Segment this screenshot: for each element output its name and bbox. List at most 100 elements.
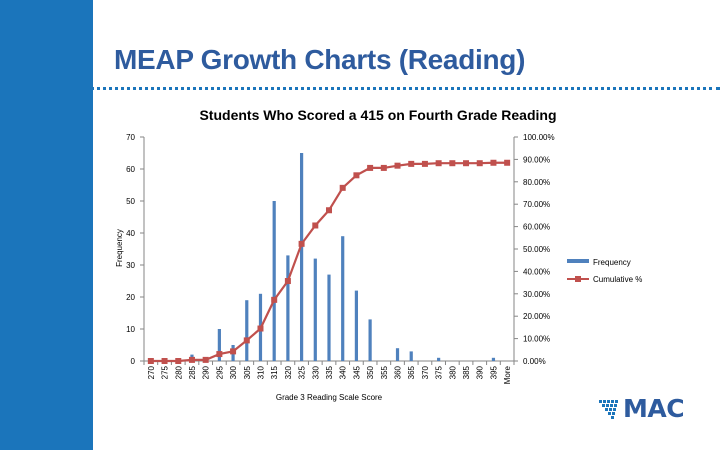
- x-tick-label: 275: [161, 365, 170, 379]
- cumulative-marker: [175, 358, 182, 364]
- frequency-bar: [217, 329, 221, 361]
- frequency-bar: [286, 255, 290, 361]
- x-tick-label: 330: [311, 365, 320, 379]
- y2-tick-label: 0.00%: [523, 357, 546, 366]
- y2-tick-label: 50.00%: [523, 245, 550, 254]
- x-tick-label: 335: [325, 365, 334, 379]
- x-tick-label: 290: [202, 365, 211, 379]
- cumulative-marker: [312, 222, 319, 229]
- legend-frequency-swatch: [567, 259, 589, 263]
- frequency-bar: [395, 348, 400, 361]
- cumulative-marker: [353, 172, 360, 179]
- legend-frequency-label: Frequency: [593, 258, 631, 267]
- y-tick-label: 0: [131, 357, 136, 366]
- cumulative-marker: [257, 325, 264, 332]
- chart-title: Students Who Scored a 415 on Fourth Grad…: [199, 107, 556, 123]
- x-tick-label: 325: [298, 365, 307, 379]
- x-tick-label: 360: [394, 365, 403, 379]
- x-tick-label: 315: [270, 365, 279, 379]
- frequency-bar: [272, 201, 276, 361]
- y2-tick-label: 20.00%: [523, 312, 550, 321]
- cumulative-marker: [243, 337, 250, 344]
- x-tick-label: 310: [256, 365, 265, 379]
- y-tick-label: 70: [126, 133, 135, 142]
- y2-tick-label: 70.00%: [523, 200, 550, 209]
- x-tick-label: 395: [489, 365, 498, 379]
- frequency-bar: [354, 290, 359, 361]
- x-tick-label: 300: [229, 365, 238, 379]
- y-axis-title: Frequency: [115, 229, 124, 267]
- cumulative-marker: [408, 160, 415, 167]
- frequency-bar: [341, 236, 345, 361]
- cumulative-marker: [380, 164, 387, 171]
- y2-tick-label: 40.00%: [523, 267, 550, 276]
- x-tick-label: 270: [147, 365, 156, 379]
- x-tick-label: 370: [421, 365, 430, 379]
- left-accent-band: [0, 0, 93, 450]
- slide-title: MEAP Growth Charts (Reading): [114, 44, 526, 75]
- cumulative-marker: [394, 162, 401, 169]
- frequency-bar: [327, 274, 331, 361]
- cumulative-marker: [367, 164, 374, 171]
- cumulative-marker: [490, 159, 497, 166]
- y-tick-label: 10: [126, 325, 135, 334]
- legend-cumulative-marker: [575, 276, 581, 282]
- cumulative-marker: [463, 160, 470, 167]
- x-tick-label: 355: [380, 365, 389, 379]
- cumulative-marker: [421, 160, 428, 167]
- frequency-bar: [437, 357, 441, 361]
- cumulative-marker: [435, 160, 442, 167]
- cumulative-marker: [339, 184, 346, 191]
- frequency-bar: [299, 153, 304, 361]
- y-tick-label: 50: [126, 197, 135, 206]
- y2-tick-label: 60.00%: [523, 223, 550, 232]
- x-tick-label: More: [503, 365, 512, 384]
- x-tick-label: 380: [448, 365, 457, 379]
- cumulative-marker: [449, 160, 456, 167]
- x-tick-label: 280: [174, 365, 183, 379]
- cumulative-marker: [147, 358, 154, 364]
- cumulative-marker: [161, 358, 168, 364]
- cumulative-marker: [271, 296, 278, 303]
- y-tick-label: 20: [126, 293, 135, 302]
- x-tick-label: 340: [339, 365, 348, 379]
- title-divider: [0, 87, 720, 90]
- cumulative-marker: [284, 278, 291, 285]
- y2-tick-label: 90.00%: [523, 155, 550, 164]
- y-tick-label: 40: [126, 229, 135, 238]
- cumulative-marker: [476, 160, 483, 167]
- y-tick-label: 60: [126, 165, 135, 174]
- x-tick-label: 350: [366, 365, 375, 379]
- x-tick-label: 320: [284, 365, 293, 379]
- frequency-bar: [245, 300, 249, 361]
- x-tick-label: 285: [188, 365, 197, 379]
- mac-logo-icon: [599, 400, 618, 419]
- cumulative-marker: [202, 356, 209, 363]
- cumulative-marker: [230, 348, 237, 355]
- x-tick-label: 345: [352, 365, 361, 379]
- x-tick-label: 305: [243, 365, 252, 379]
- y-tick-label: 30: [126, 261, 135, 270]
- frequency-bar: [368, 319, 372, 361]
- x-tick-label: 375: [435, 365, 444, 379]
- frequency-bar: [409, 351, 413, 361]
- cumulative-marker: [298, 240, 305, 247]
- x-tick-label: 390: [476, 365, 485, 379]
- cumulative-marker: [504, 159, 511, 166]
- cumulative-marker: [326, 207, 332, 214]
- y2-tick-label: 30.00%: [523, 290, 550, 299]
- mac-logo: MAC: [597, 394, 685, 424]
- x-tick-label: 385: [462, 365, 471, 379]
- x-tick-label: 365: [407, 365, 416, 379]
- frequency-bar: [313, 258, 317, 361]
- cumulative-marker: [188, 356, 195, 363]
- y2-tick-label: 100.00%: [523, 133, 555, 142]
- frequency-bar: [491, 357, 496, 361]
- legend-cumulative-label: Cumulative %: [593, 275, 642, 284]
- x-axis-title: Grade 3 Reading Scale Score: [276, 393, 383, 402]
- mac-logo-text: MAC: [623, 394, 685, 423]
- y2-tick-label: 10.00%: [523, 335, 550, 344]
- y2-tick-label: 80.00%: [523, 178, 550, 187]
- cumulative-marker: [216, 351, 223, 358]
